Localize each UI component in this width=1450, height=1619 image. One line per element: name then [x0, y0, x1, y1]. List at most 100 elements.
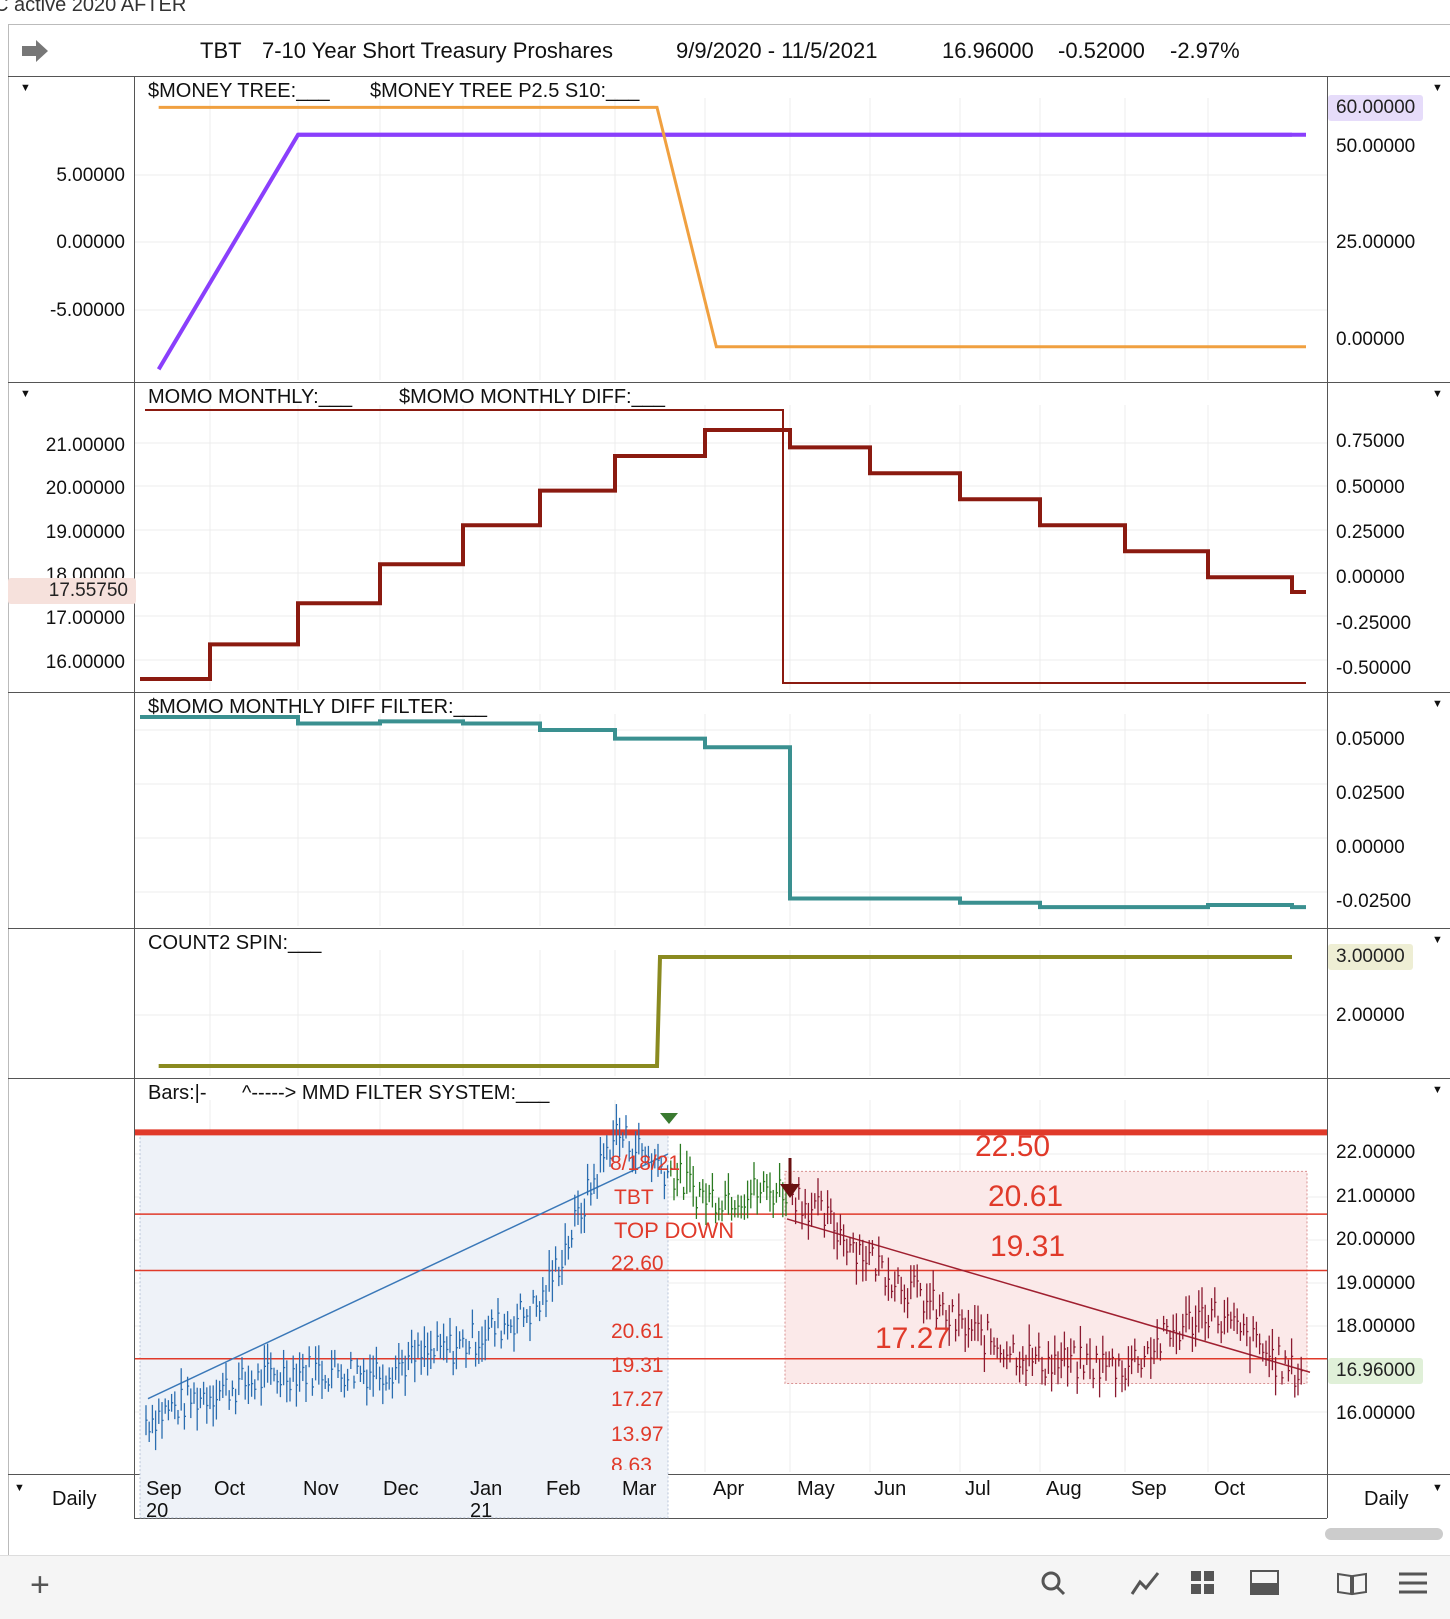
chart-header: TBT 7-10 Year Short Treasury Proshares 9… — [8, 30, 1450, 76]
pane1-left-tick: 0.00000 — [56, 232, 125, 253]
pane-menu-icon[interactable]: ▼ — [20, 388, 31, 400]
shaded-region — [784, 1170, 1308, 1384]
money-tree-line — [156, 132, 1292, 371]
pane-divider[interactable] — [8, 382, 1450, 383]
pane3-right-tick: 0.05000 — [1336, 729, 1405, 750]
pane5-right-tick: 16.00000 — [1336, 1403, 1416, 1424]
last-price: 16.96000 — [942, 38, 1034, 63]
month-label: Jun — [874, 1478, 907, 1500]
divider — [8, 76, 1450, 77]
annotation-date: 8/18/21 — [610, 1152, 681, 1175]
pane-menu-icon[interactable]: ▼ — [1432, 1084, 1443, 1096]
time-axis-bottom — [134, 1518, 1327, 1519]
trend-line — [786, 1218, 1311, 1373]
panel-icon[interactable] — [1250, 1570, 1280, 1603]
month-label: Jul — [965, 1478, 991, 1500]
left-axis-divider — [134, 76, 135, 1518]
pane1-right-tick: 50.00000 — [1336, 136, 1416, 157]
date-range: 9/9/2020 - 11/5/2021 — [676, 38, 878, 63]
annotation-level: 17.27 — [611, 1388, 664, 1411]
pane-menu-icon[interactable]: ▼ — [1432, 82, 1443, 94]
pane2-right-tick: -0.50000 — [1336, 658, 1412, 679]
pane5-label: Bars:|- — [148, 1082, 207, 1104]
pane2-left-tick: 21.00000 — [45, 435, 125, 456]
month-label: Dec — [383, 1478, 419, 1500]
arrow-right-icon[interactable] — [20, 38, 50, 69]
count2-line — [158, 955, 1292, 1068]
pane5-right-tick: 21.00000 — [1336, 1186, 1416, 1207]
pane-menu-icon[interactable]: ▼ — [1432, 388, 1443, 400]
annotation-symbol: TBT — [614, 1186, 654, 1209]
month-label: Mar — [622, 1478, 657, 1500]
pane1-label2: $MONEY TREE P2.5 S10:___ — [370, 80, 640, 102]
add-icon[interactable]: + — [30, 1566, 50, 1604]
pane-menu-icon[interactable]: ▼ — [1432, 698, 1443, 710]
pane2-right-tick: 0.50000 — [1336, 477, 1405, 498]
book-icon[interactable] — [1336, 1570, 1368, 1603]
window-title: C active 2020 AFTER — [0, 0, 187, 16]
pane5-right-tick: 20.00000 — [1336, 1229, 1416, 1250]
pane-divider[interactable] — [8, 1078, 1450, 1079]
month-label: Apr — [713, 1478, 745, 1500]
level-label: 20.61 — [988, 1180, 1064, 1213]
chart-line-icon[interactable] — [1130, 1570, 1160, 1603]
pane2-value-badge: 17.55750 — [8, 578, 136, 604]
list-icon[interactable] — [1398, 1570, 1428, 1603]
price-change: -0.52000 — [1058, 38, 1145, 63]
pane1-right-tick: 25.00000 — [1336, 232, 1416, 253]
period-left[interactable]: Daily — [52, 1488, 97, 1510]
horizontal-scrollbar[interactable] — [1325, 1528, 1443, 1540]
pane2-left-tick: 20.00000 — [45, 478, 125, 499]
month-label: Sep — [1131, 1478, 1167, 1500]
month-label: Jan — [470, 1478, 503, 1500]
grid-icon[interactable] — [1190, 1570, 1216, 1603]
pane-divider[interactable] — [8, 928, 1450, 929]
pane5-value-badge: 16.96000 — [1328, 1358, 1424, 1384]
symbol-name: 7-10 Year Short Treasury Proshares — [262, 38, 613, 63]
pane1-left-tick: -5.00000 — [49, 300, 125, 321]
month-label: Aug — [1046, 1478, 1082, 1500]
month-label: Nov — [303, 1478, 339, 1500]
bottom-toolbar: + — [0, 1555, 1450, 1619]
pane1-value-badge: 60.00000 — [1328, 95, 1424, 121]
pane1-left-tick: 5.00000 — [56, 165, 125, 186]
annotation-level: 13.97 — [611, 1423, 664, 1446]
shaded-region — [139, 1131, 669, 1519]
pane2-right-tick: 0.00000 — [1336, 567, 1405, 588]
search-icon[interactable] — [1040, 1570, 1066, 1603]
pane2-right-tick: 0.25000 — [1336, 522, 1405, 543]
pane2-right-tick: 0.75000 — [1336, 431, 1405, 452]
pane4-value-badge: 3.00000 — [1328, 944, 1413, 970]
pane2-left-tick: 19.00000 — [45, 522, 125, 543]
pane-divider[interactable] — [8, 692, 1450, 693]
period-menu-icon[interactable]: ▼ — [1432, 1482, 1443, 1494]
sell-signal-marker — [780, 1184, 800, 1198]
pane2-left-tick: 16.00000 — [45, 652, 125, 673]
pane-menu-icon[interactable]: ▼ — [20, 82, 31, 94]
trend-line — [147, 1153, 669, 1400]
price-change-pct: -2.97% — [1170, 38, 1240, 63]
pane3-label: $MOMO MONTHLY DIFF FILTER:___ — [148, 696, 487, 718]
period-menu-icon[interactable]: ▼ — [14, 1482, 25, 1494]
pane1-right-tick: 0.00000 — [1336, 329, 1405, 350]
buy-signal-marker — [660, 1113, 678, 1124]
level-label: 19.31 — [990, 1230, 1066, 1263]
month-label: Oct — [1214, 1478, 1246, 1500]
pane-menu-icon[interactable]: ▼ — [1432, 934, 1443, 946]
pane3-right-tick: 0.00000 — [1336, 837, 1405, 858]
pane3-right-tick: -0.02500 — [1336, 891, 1412, 912]
annotation-level: 22.60 — [611, 1252, 664, 1275]
diff-filter-line — [140, 715, 1306, 910]
pane2-label: MOMO MONTHLY:___ — [148, 386, 353, 408]
pane2-right-tick: -0.25000 — [1336, 613, 1412, 634]
annotation-level: 19.31 — [611, 1354, 664, 1377]
momo-monthly-line — [140, 428, 1306, 681]
window-title-strip: C active 2020 AFTER — [0, 0, 1450, 24]
period-right[interactable]: Daily — [1364, 1488, 1409, 1510]
pane4-right-tick: 2.00000 — [1336, 1005, 1405, 1026]
annotation-level: 8.63 — [611, 1454, 652, 1470]
level-label: 17.27 — [875, 1322, 951, 1355]
month-label: Sep — [146, 1478, 182, 1500]
time-axis-top — [8, 1474, 1450, 1475]
